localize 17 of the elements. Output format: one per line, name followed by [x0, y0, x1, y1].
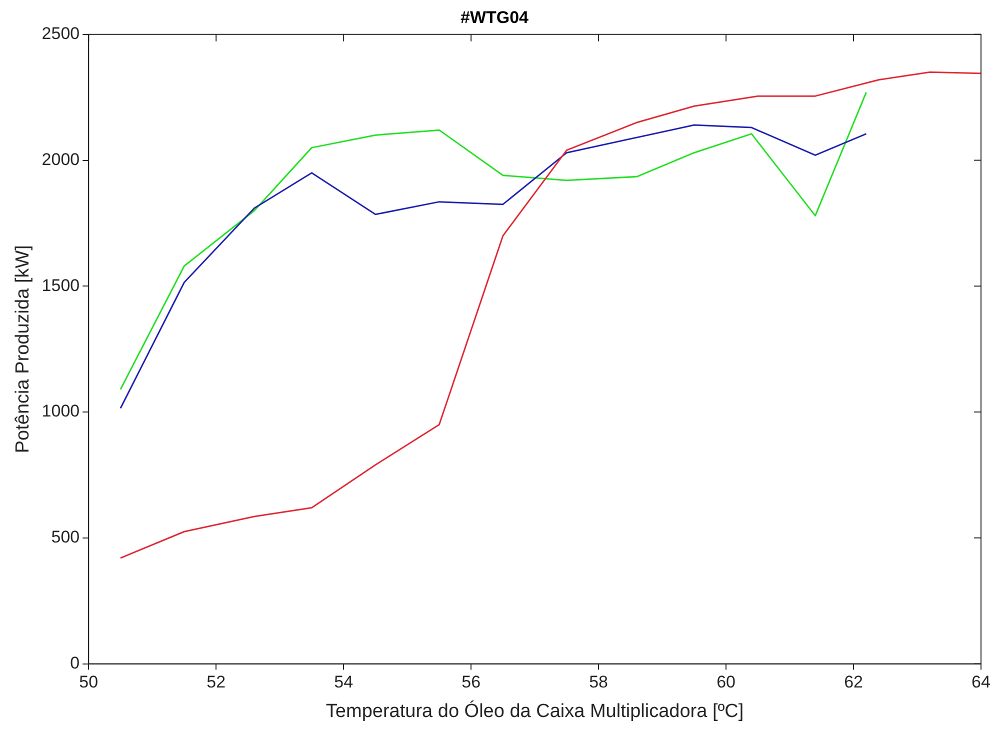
x-tick-label: 52 [206, 672, 226, 692]
x-tick-label: 50 [79, 672, 98, 692]
x-tick-label: 62 [844, 672, 863, 692]
x-tick-label: 56 [462, 672, 481, 692]
chart-title: #WTG04 [460, 8, 530, 27]
y-tick-label: 500 [51, 528, 80, 547]
x-tick-label: 64 [972, 672, 990, 692]
y-tick-label: 1500 [42, 276, 80, 295]
y-tick-label: 2000 [42, 150, 80, 169]
x-tick-label: 58 [589, 672, 608, 692]
x-tick-label: 60 [716, 672, 736, 692]
y-tick-label: 0 [70, 653, 80, 672]
x-axis-title: Temperatura do Óleo da Caixa Multiplicadora [ºC] [326, 700, 744, 722]
y-tick-label: 1000 [42, 402, 80, 421]
y-axis-title: Potência Produzida [kW] [12, 245, 34, 454]
x-tick-label: 54 [334, 672, 354, 692]
y-tick-label: 2500 [42, 24, 80, 44]
